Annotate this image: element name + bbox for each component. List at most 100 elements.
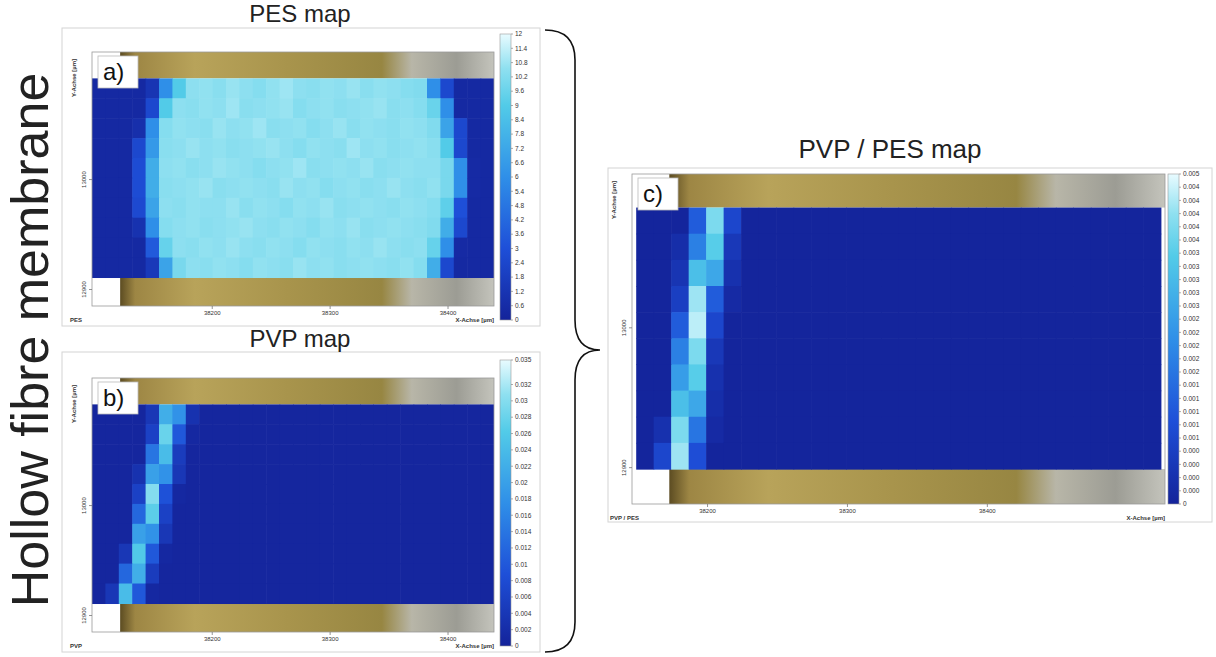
heatmap-cell	[119, 118, 133, 139]
heatmap-cell	[280, 218, 294, 239]
color-tick	[511, 449, 513, 450]
heatmap-cell	[951, 417, 969, 444]
heatmap-cell	[1021, 338, 1039, 365]
heatmap-cell	[293, 504, 307, 525]
heatmap-cell	[1021, 312, 1039, 339]
color-tick-label: 0.01	[515, 561, 528, 568]
heatmap-cell	[724, 208, 742, 235]
heatmap-cell	[427, 218, 441, 239]
heatmap-cell	[293, 444, 307, 465]
heatmap-cell	[1073, 312, 1091, 339]
color-tick	[1179, 174, 1181, 175]
heatmap-cell	[881, 443, 899, 470]
heatmap-cell	[132, 158, 146, 179]
heatmap-cell	[306, 464, 320, 485]
heatmap-cell	[280, 98, 294, 119]
heatmap-cell	[347, 564, 361, 585]
heatmap-cell	[1073, 260, 1091, 287]
heatmap-cell	[636, 443, 654, 470]
color-tick-label: 12	[515, 30, 523, 37]
heatmap-cell	[172, 564, 186, 585]
heatmap-cell	[146, 158, 160, 179]
heatmap-cell	[373, 238, 387, 258]
heatmap-cell	[968, 312, 986, 339]
heatmap-cell	[253, 444, 267, 465]
heatmap-cell	[213, 584, 227, 605]
heatmap-cell	[132, 118, 146, 139]
color-tick	[1179, 306, 1181, 307]
heatmap-cell	[320, 258, 334, 279]
panel-letter: c)	[643, 180, 663, 207]
heatmap-cell	[481, 138, 494, 159]
color-tick-label: 0.000	[1183, 487, 1200, 494]
heatmap-cell	[899, 208, 917, 235]
heatmap-cell	[199, 238, 213, 258]
heatmap-cell	[159, 218, 173, 239]
heatmap-cell	[119, 158, 133, 179]
heatmap-cell	[467, 444, 481, 465]
heatmap-cell	[794, 417, 812, 444]
heatmap-cell	[654, 443, 672, 470]
heatmap-cell	[794, 364, 812, 391]
heatmap-cell	[186, 404, 200, 425]
heatmap-cell	[239, 238, 253, 258]
heatmap-cell	[481, 258, 494, 279]
heatmap-cell	[146, 564, 160, 585]
color-tick	[511, 119, 513, 120]
heatmap-cell	[986, 260, 1004, 287]
heatmap-cell	[172, 138, 186, 159]
heatmap-cell	[811, 338, 829, 365]
heatmap-cell	[360, 198, 374, 219]
heatmap-cell	[759, 312, 777, 339]
heatmap-cell	[671, 260, 689, 287]
heatmap-cell	[1073, 364, 1091, 391]
heatmap-cell	[1038, 391, 1056, 418]
heatmap-cell	[467, 198, 481, 219]
color-tick-label: 0.002	[1183, 342, 1200, 349]
heatmap-cell	[440, 484, 454, 505]
heatmap-cell	[199, 524, 213, 545]
color-tick-label: 0	[515, 316, 519, 323]
color-tick	[511, 360, 513, 361]
color-tick	[511, 162, 513, 163]
heatmap-cell	[213, 424, 227, 445]
heatmap-cell	[811, 364, 829, 391]
heatmap-cell	[199, 464, 213, 485]
heatmap-cell	[794, 312, 812, 339]
heatmap-cell	[105, 158, 119, 179]
heatmap-cell	[1056, 234, 1074, 261]
heatmap-cell	[440, 178, 454, 199]
heatmap-cell	[724, 234, 742, 261]
heatmap-cell	[172, 258, 186, 279]
heatmap-cell	[481, 504, 494, 525]
heatmap-cell	[899, 286, 917, 313]
heatmap-cell	[706, 208, 724, 235]
heatmap-cell	[293, 424, 307, 445]
heatmap-cell	[280, 544, 294, 565]
heatmap-cell	[1021, 208, 1039, 235]
heatmap-cell	[213, 78, 227, 99]
heatmap-cell	[119, 504, 133, 525]
color-tick	[511, 219, 513, 220]
heatmap-cell	[454, 218, 468, 239]
color-tick	[511, 34, 513, 35]
heatmap-cell	[266, 158, 280, 179]
heatmap-cell	[689, 260, 707, 287]
heatmap-cell	[829, 286, 847, 313]
panel-background	[62, 352, 540, 652]
heatmap-cell	[159, 444, 173, 465]
heatmap-cell	[440, 404, 454, 425]
heatmap-cell	[811, 286, 829, 313]
color-tick	[511, 400, 513, 401]
heatmap-cell	[400, 544, 414, 565]
heatmap-cell	[213, 178, 227, 199]
color-tick-label: 0.002	[515, 626, 532, 633]
heatmap-cell	[266, 78, 280, 99]
heatmap-cell	[253, 118, 267, 139]
heatmap-cell	[427, 564, 441, 585]
heatmap-cell	[239, 218, 253, 239]
heatmap-cell	[916, 417, 934, 444]
heatmap-cell	[105, 198, 119, 219]
heatmap-cell	[333, 258, 347, 279]
heatmap-cell	[1003, 312, 1021, 339]
